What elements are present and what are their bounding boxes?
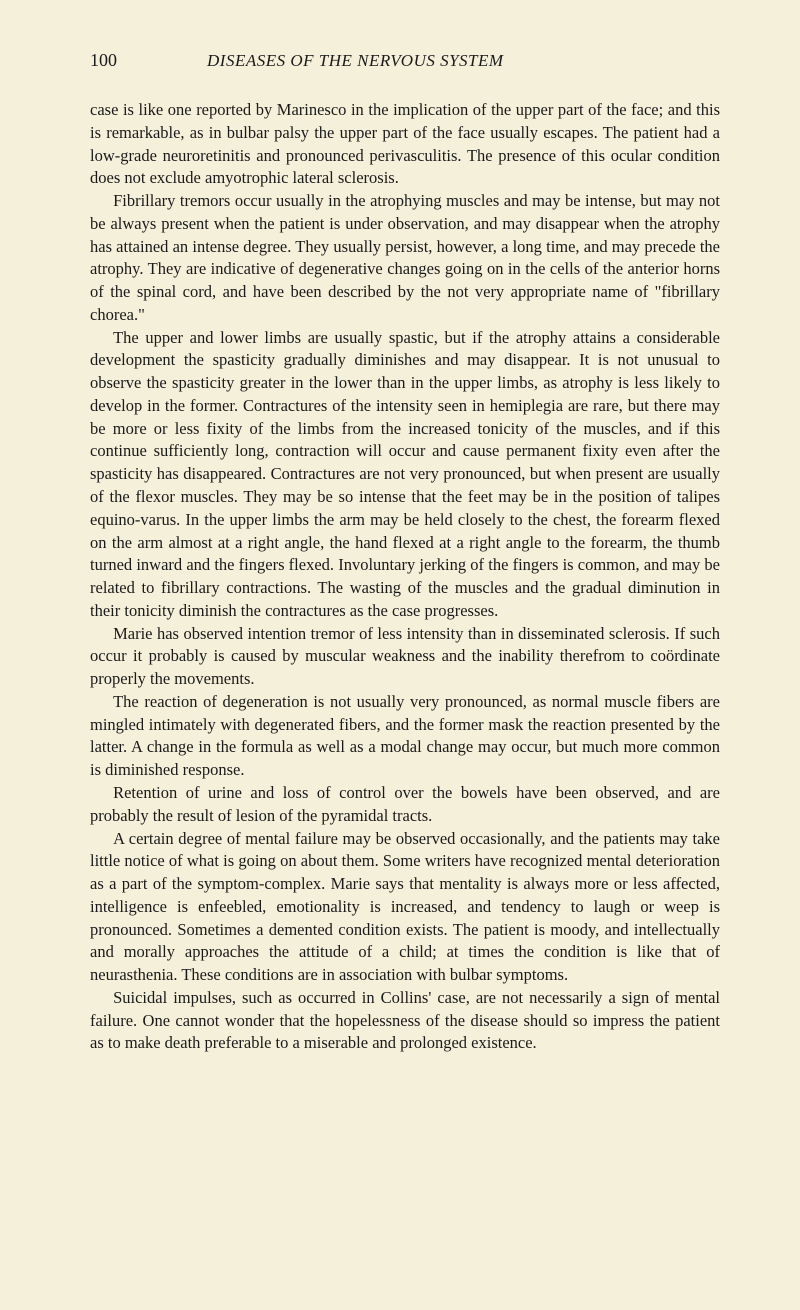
running-title: DISEASES OF THE NERVOUS SYSTEM	[207, 51, 504, 71]
paragraph: case is like one reported by Marinesco i…	[90, 99, 720, 190]
paragraph: Retention of urine and loss of control o…	[90, 782, 720, 828]
page-header: 100 DISEASES OF THE NERVOUS SYSTEM	[90, 50, 720, 71]
document-page: 100 DISEASES OF THE NERVOUS SYSTEM case …	[0, 0, 800, 1310]
page-number: 100	[90, 50, 117, 71]
paragraph: The reaction of degeneration is not usua…	[90, 691, 720, 782]
paragraph: Fibrillary tremors occur usually in the …	[90, 190, 720, 327]
paragraph: The upper and lower limbs are usually sp…	[90, 327, 720, 623]
paragraph: Marie has observed intention tremor of l…	[90, 623, 720, 691]
paragraph: A certain degree of mental failure may b…	[90, 828, 720, 987]
paragraph: Suicidal impulses, such as occurred in C…	[90, 987, 720, 1055]
body-text: case is like one reported by Marinesco i…	[90, 99, 720, 1055]
